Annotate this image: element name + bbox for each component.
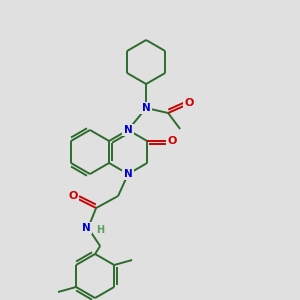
Text: O: O <box>68 191 78 201</box>
Text: O: O <box>167 136 177 146</box>
Text: N: N <box>124 169 133 179</box>
Text: N: N <box>142 103 151 113</box>
Text: H: H <box>96 225 104 235</box>
Text: N: N <box>82 223 91 233</box>
Text: N: N <box>124 125 133 135</box>
Text: O: O <box>184 98 194 108</box>
